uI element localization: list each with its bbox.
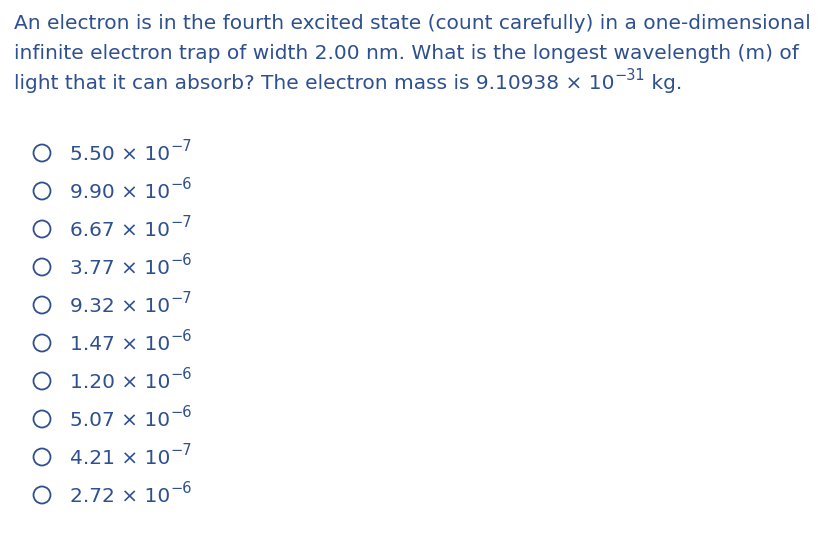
Text: −6: −6 bbox=[170, 405, 191, 420]
Text: −31: −31 bbox=[614, 68, 644, 83]
Text: 9.90 × 10: 9.90 × 10 bbox=[70, 183, 170, 202]
Text: 2.72 × 10: 2.72 × 10 bbox=[70, 487, 170, 506]
Text: 9.32 × 10: 9.32 × 10 bbox=[70, 297, 170, 316]
Text: −7: −7 bbox=[170, 291, 192, 306]
Text: −6: −6 bbox=[170, 253, 191, 268]
Text: infinite electron trap of width 2.00 nm. What is the longest wavelength (m) of: infinite electron trap of width 2.00 nm.… bbox=[14, 44, 798, 63]
Text: 1.47 × 10: 1.47 × 10 bbox=[70, 335, 170, 354]
Text: 1.20 × 10: 1.20 × 10 bbox=[70, 373, 170, 392]
Text: 5.50 × 10: 5.50 × 10 bbox=[70, 145, 170, 164]
Text: −7: −7 bbox=[170, 139, 192, 154]
Text: An electron is in the fourth excited state (count carefully) in a one-dimensiona: An electron is in the fourth excited sta… bbox=[14, 14, 810, 33]
Text: 6.67 × 10: 6.67 × 10 bbox=[70, 221, 170, 240]
Text: 3.77 × 10: 3.77 × 10 bbox=[70, 259, 170, 278]
Text: kg.: kg. bbox=[644, 74, 681, 93]
Text: −7: −7 bbox=[170, 215, 191, 230]
Text: 5.07 × 10: 5.07 × 10 bbox=[70, 411, 170, 430]
Text: −6: −6 bbox=[170, 329, 192, 344]
Text: −6: −6 bbox=[170, 481, 192, 496]
Text: 4.21 × 10: 4.21 × 10 bbox=[70, 449, 170, 468]
Text: light that it can absorb? The electron mass is 9.10938 × 10: light that it can absorb? The electron m… bbox=[14, 74, 614, 93]
Text: −7: −7 bbox=[170, 443, 192, 458]
Text: −6: −6 bbox=[170, 177, 191, 192]
Text: −6: −6 bbox=[170, 367, 192, 382]
